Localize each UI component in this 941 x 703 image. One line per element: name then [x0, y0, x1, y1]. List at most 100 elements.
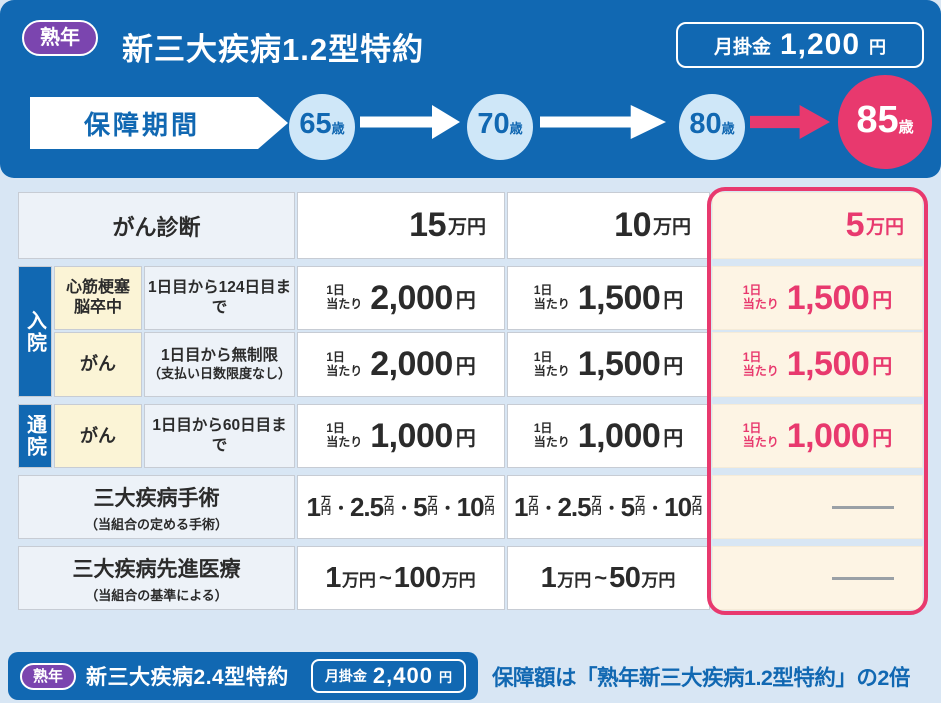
category-hospitalization: 入院: [18, 266, 52, 397]
plan-title: 新三大疾病1.2型特約: [122, 32, 425, 67]
amount: 1,500: [577, 278, 661, 317]
value-cell: 1日 当たり 2,000 円: [297, 266, 505, 330]
arrow-right-icon: [360, 105, 460, 139]
amount: 5: [620, 491, 636, 522]
unit-top: 万: [320, 495, 331, 507]
tilde: ~: [594, 565, 608, 590]
dot-separator: ・: [439, 501, 456, 518]
value-cell: 1 万円 ・ 2.5 万円 ・ 5 万円 ・ 10 万円: [507, 475, 710, 539]
per-day-prefix: 1日 当たり: [326, 283, 362, 312]
coverage-note: 保障額は「熟年新三大疾病1.2型特約」の2倍: [492, 650, 939, 702]
coverage-period-label: 保障期間: [83, 109, 200, 140]
value-cell: 1日 当たり 2,000 円: [297, 332, 505, 397]
per-day-line2: 当たり: [533, 435, 570, 449]
age-number: 85: [856, 99, 899, 141]
unit-top: 万: [484, 495, 495, 507]
amount: 10: [614, 206, 651, 244]
amount-unit: 円: [872, 289, 893, 312]
amount-unit: 円: [872, 356, 893, 378]
amount: 5: [845, 206, 865, 244]
monthly-premium-box: 月掛金 1,200 円: [676, 22, 924, 68]
per-day-line2: 当たり: [533, 363, 570, 378]
row-label: 三大疾病先進医療 （当組合の基準による）: [18, 546, 295, 610]
condition-text: 1日目から60日目まで: [152, 416, 287, 454]
premium-label: 月掛金: [713, 36, 771, 58]
category-outpatient: 通院: [18, 404, 52, 468]
unit-bottom: 円: [692, 506, 703, 517]
dot-separator: ・: [396, 501, 413, 518]
stacked-unit: 万円: [635, 495, 646, 518]
premium-value: 2,400: [372, 663, 433, 688]
per-day-prefix: 1日 当たり: [742, 421, 779, 450]
unit-bottom: 円: [635, 506, 646, 517]
arrow-right-pink-icon: [750, 105, 830, 139]
amount: 15: [409, 206, 446, 244]
amount-unit: 万円: [557, 570, 592, 590]
per-day-line1: 1日: [326, 421, 345, 436]
value-cell: 10 万円: [507, 192, 710, 259]
amount: 1,000: [577, 416, 661, 455]
per-day-prefix: 1日 当たり: [742, 283, 779, 312]
row-label-text: がん診断: [112, 214, 201, 240]
row-label: 三大疾病手術 （当組合の定める手術）: [18, 475, 295, 539]
stacked-unit: 万円: [591, 496, 602, 518]
age-unit: 歳: [898, 119, 914, 136]
per-day-line2: 当たり: [742, 435, 779, 449]
value-cell: 1日 当たり 1,500 円: [507, 332, 710, 397]
per-day-line1: 1日: [533, 421, 553, 436]
row-cancer-diagnosis: がん診断 15 万円 10 万円 5 万円: [18, 192, 923, 259]
amount: 10: [456, 491, 485, 522]
unit-top: 万: [635, 495, 646, 507]
condition-text: 1日目から124日目まで: [148, 278, 291, 316]
age-number: 65: [299, 108, 332, 140]
no-benefit-dash: [832, 576, 894, 580]
amount-from: 1: [540, 561, 557, 594]
unit-bottom: 円: [591, 506, 602, 517]
per-day-line2: 当たり: [742, 297, 779, 311]
dot-separator: ・: [603, 501, 620, 518]
amount-unit: 円: [455, 289, 476, 312]
sub-label: がん: [54, 332, 142, 397]
value-cell-highlighted: 1日 当たり 1,500 円: [712, 266, 923, 330]
amount-unit: 万円: [641, 570, 676, 590]
row-label-text: 三大疾病手術: [93, 486, 220, 510]
row-surgery: 三大疾病手術 （当組合の定める手術） 1 万円 ・ 2.5 万円 ・ 5 万円 …: [18, 475, 923, 539]
plan-badge: 熟年: [22, 20, 98, 56]
row-advanced-medical: 三大疾病先進医療 （当組合の基準による） 1 万円 ~ 100 万円 1 万円 …: [18, 546, 923, 610]
dot-separator: ・: [647, 501, 664, 518]
per-day-prefix: 1日 当たり: [533, 421, 570, 450]
unit-bottom: 円: [484, 506, 495, 517]
per-day-line1: 1日: [742, 349, 762, 364]
premium-value: 1,200: [779, 28, 861, 61]
amount-unit: 円: [663, 356, 684, 378]
value-cell: 1 万円 ~ 100 万円: [297, 546, 505, 610]
unit-bottom: 円: [384, 506, 395, 517]
unit-bottom: 円: [320, 506, 331, 517]
unit-top: 万: [692, 495, 703, 507]
per-day-line1: 1日: [742, 283, 762, 298]
amount-to: 100: [393, 561, 441, 594]
header-panel: 熟年 新三大疾病1.2型特約 月掛金 1,200 円 保障期間 65 歳 70 …: [0, 0, 941, 178]
unit-top: 万: [427, 495, 438, 507]
row-mi-stroke: 心筋梗塞 脳卒中 1日目から124日目まで 1日 当たり 2,000 円: [54, 266, 923, 330]
stacked-unit: 万円: [484, 495, 495, 518]
hospitalization-block: 入院 心筋梗塞 脳卒中 1日目から124日目まで 1日 当たり 2,000 円: [18, 266, 923, 397]
amount-unit: 万円: [652, 217, 691, 238]
related-plan-banner: 熟年 新三大疾病2.4型特約 月掛金 2,400 円: [8, 652, 478, 700]
value-cell-highlighted: [712, 475, 923, 539]
amount-unit: 万円: [865, 217, 904, 238]
value-cell: 1日 当たり 1,000 円: [507, 404, 710, 468]
value-cell-highlighted: 1日 当たり 1,500 円: [712, 332, 923, 397]
age-circle-70: 70 歳: [467, 94, 533, 160]
per-day-line1: 1日: [326, 349, 345, 364]
amount: 1,500: [786, 278, 870, 317]
dot-separator: ・: [540, 501, 557, 518]
related-plan-title: 新三大疾病2.4型特約: [86, 666, 289, 689]
per-day-line2: 当たり: [326, 435, 363, 449]
age-number: 70: [477, 108, 510, 140]
per-day-line2: 当たり: [742, 363, 779, 378]
sub-label: 心筋梗塞 脳卒中: [54, 266, 142, 330]
stacked-unit: 万円: [528, 496, 539, 518]
age-circle-65: 65 歳: [289, 94, 355, 160]
unit-bottom: 円: [528, 506, 539, 517]
